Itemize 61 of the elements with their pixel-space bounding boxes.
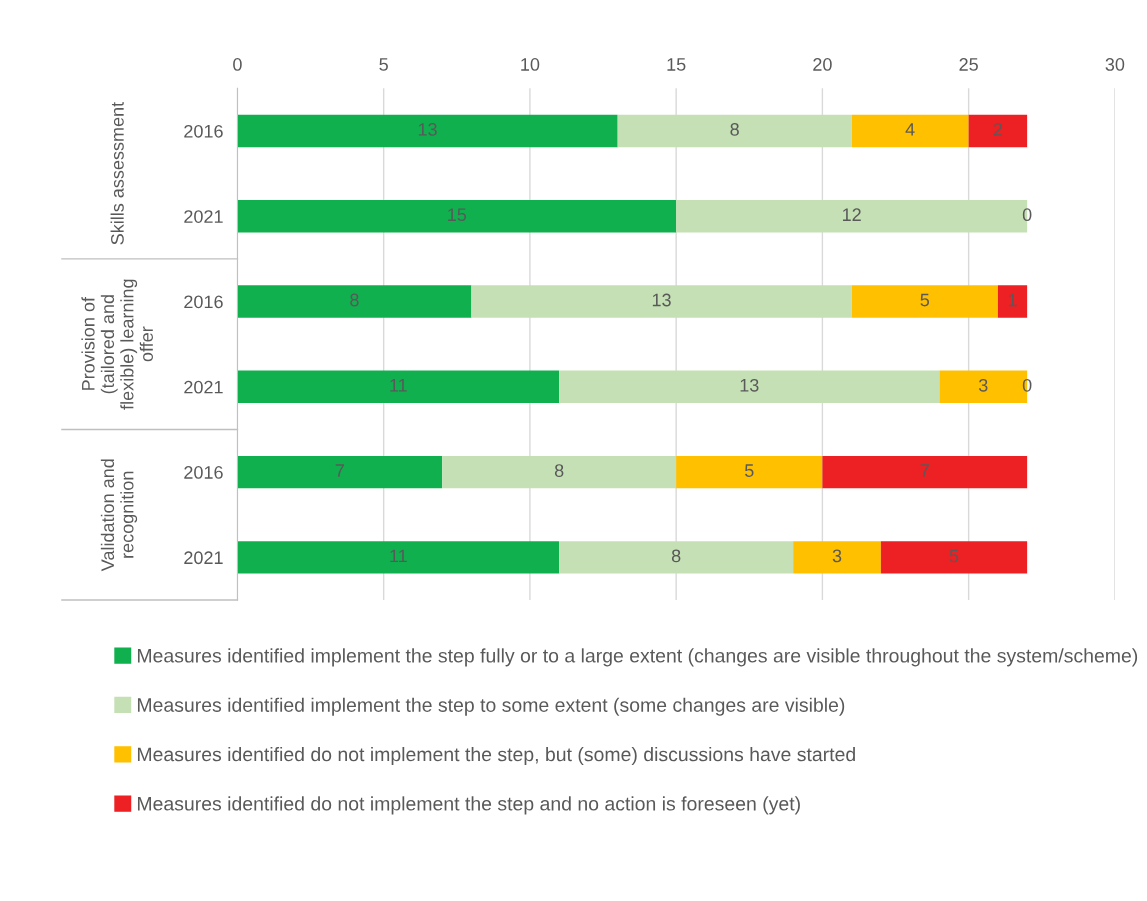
bar bbox=[617, 114, 852, 148]
x-tick-label: 30 bbox=[1105, 58, 1125, 71]
bar bbox=[237, 370, 560, 404]
bar bbox=[880, 541, 1028, 574]
bar bbox=[237, 455, 443, 489]
data-label: 1 bbox=[1008, 293, 1017, 307]
bar bbox=[471, 285, 852, 318]
x-tick-label: 10 bbox=[521, 58, 540, 71]
bar bbox=[559, 370, 940, 404]
x-tick-label: 5 bbox=[379, 58, 388, 71]
legend-label: Measures identified implement the step fully or to a large extent (changes are visible throughout the system/scheme) bbox=[137, 648, 1138, 667]
bar bbox=[997, 285, 1028, 318]
legend-label: Measures identified do not implement the step, but (some) discussions have started bbox=[137, 746, 855, 766]
data-label: 7 bbox=[920, 464, 929, 477]
bar bbox=[822, 455, 1028, 489]
y-tick-label: 2021 bbox=[184, 210, 223, 223]
data-label: 13 bbox=[740, 378, 759, 392]
bar bbox=[559, 541, 794, 574]
bar bbox=[237, 541, 560, 574]
data-label: 15 bbox=[448, 208, 467, 222]
legend-label: Measures identified implement the step to some extent (some changes are visible) bbox=[137, 697, 845, 716]
bar bbox=[851, 285, 998, 318]
data-label: 4 bbox=[905, 123, 915, 136]
data-label: 8 bbox=[671, 549, 681, 563]
data-label: 5 bbox=[744, 464, 754, 477]
data-label: 5 bbox=[920, 293, 930, 307]
y-tick-label: 2016 bbox=[184, 295, 223, 309]
y-tick-label: 2016 bbox=[184, 124, 223, 138]
bar bbox=[237, 200, 677, 233]
y-tick-label: 2021 bbox=[184, 380, 223, 394]
data-label: 8 bbox=[554, 464, 564, 477]
data-label: 7 bbox=[335, 464, 344, 477]
data-label: 0 bbox=[1022, 208, 1032, 222]
bar bbox=[237, 285, 472, 318]
data-label: 3 bbox=[832, 549, 842, 563]
y-tick-label: 2016 bbox=[184, 466, 223, 479]
data-label: 12 bbox=[842, 208, 861, 221]
text: Skills assessment bbox=[110, 101, 124, 245]
data-label: 11 bbox=[390, 549, 407, 563]
x-tick-label: 20 bbox=[813, 58, 832, 71]
bar bbox=[237, 114, 618, 148]
bar bbox=[442, 455, 677, 489]
text: Validation and recognition bbox=[100, 459, 138, 572]
bar bbox=[676, 455, 823, 489]
text: Provision of (tailored and flexible) learning offer bbox=[81, 279, 153, 410]
data-label: 8 bbox=[730, 123, 739, 136]
data-label: 11 bbox=[390, 379, 407, 392]
data-label: 5 bbox=[949, 549, 959, 563]
y-tick-label: 2021 bbox=[184, 551, 223, 565]
legend-label: Measures identified do not implement the step and no action is foreseen (yet) bbox=[137, 796, 800, 815]
data-label: 8 bbox=[350, 293, 359, 307]
x-tick-label: 25 bbox=[959, 58, 978, 71]
x-tick-label: 0 bbox=[233, 58, 242, 71]
bar bbox=[968, 114, 1028, 148]
bar bbox=[793, 541, 881, 574]
data-label: 13 bbox=[418, 123, 437, 136]
bar bbox=[851, 114, 969, 148]
data-label: 13 bbox=[652, 293, 671, 307]
data-label: 3 bbox=[978, 378, 988, 392]
x-tick-label: 15 bbox=[667, 58, 686, 71]
data-label: 2 bbox=[993, 123, 1002, 136]
